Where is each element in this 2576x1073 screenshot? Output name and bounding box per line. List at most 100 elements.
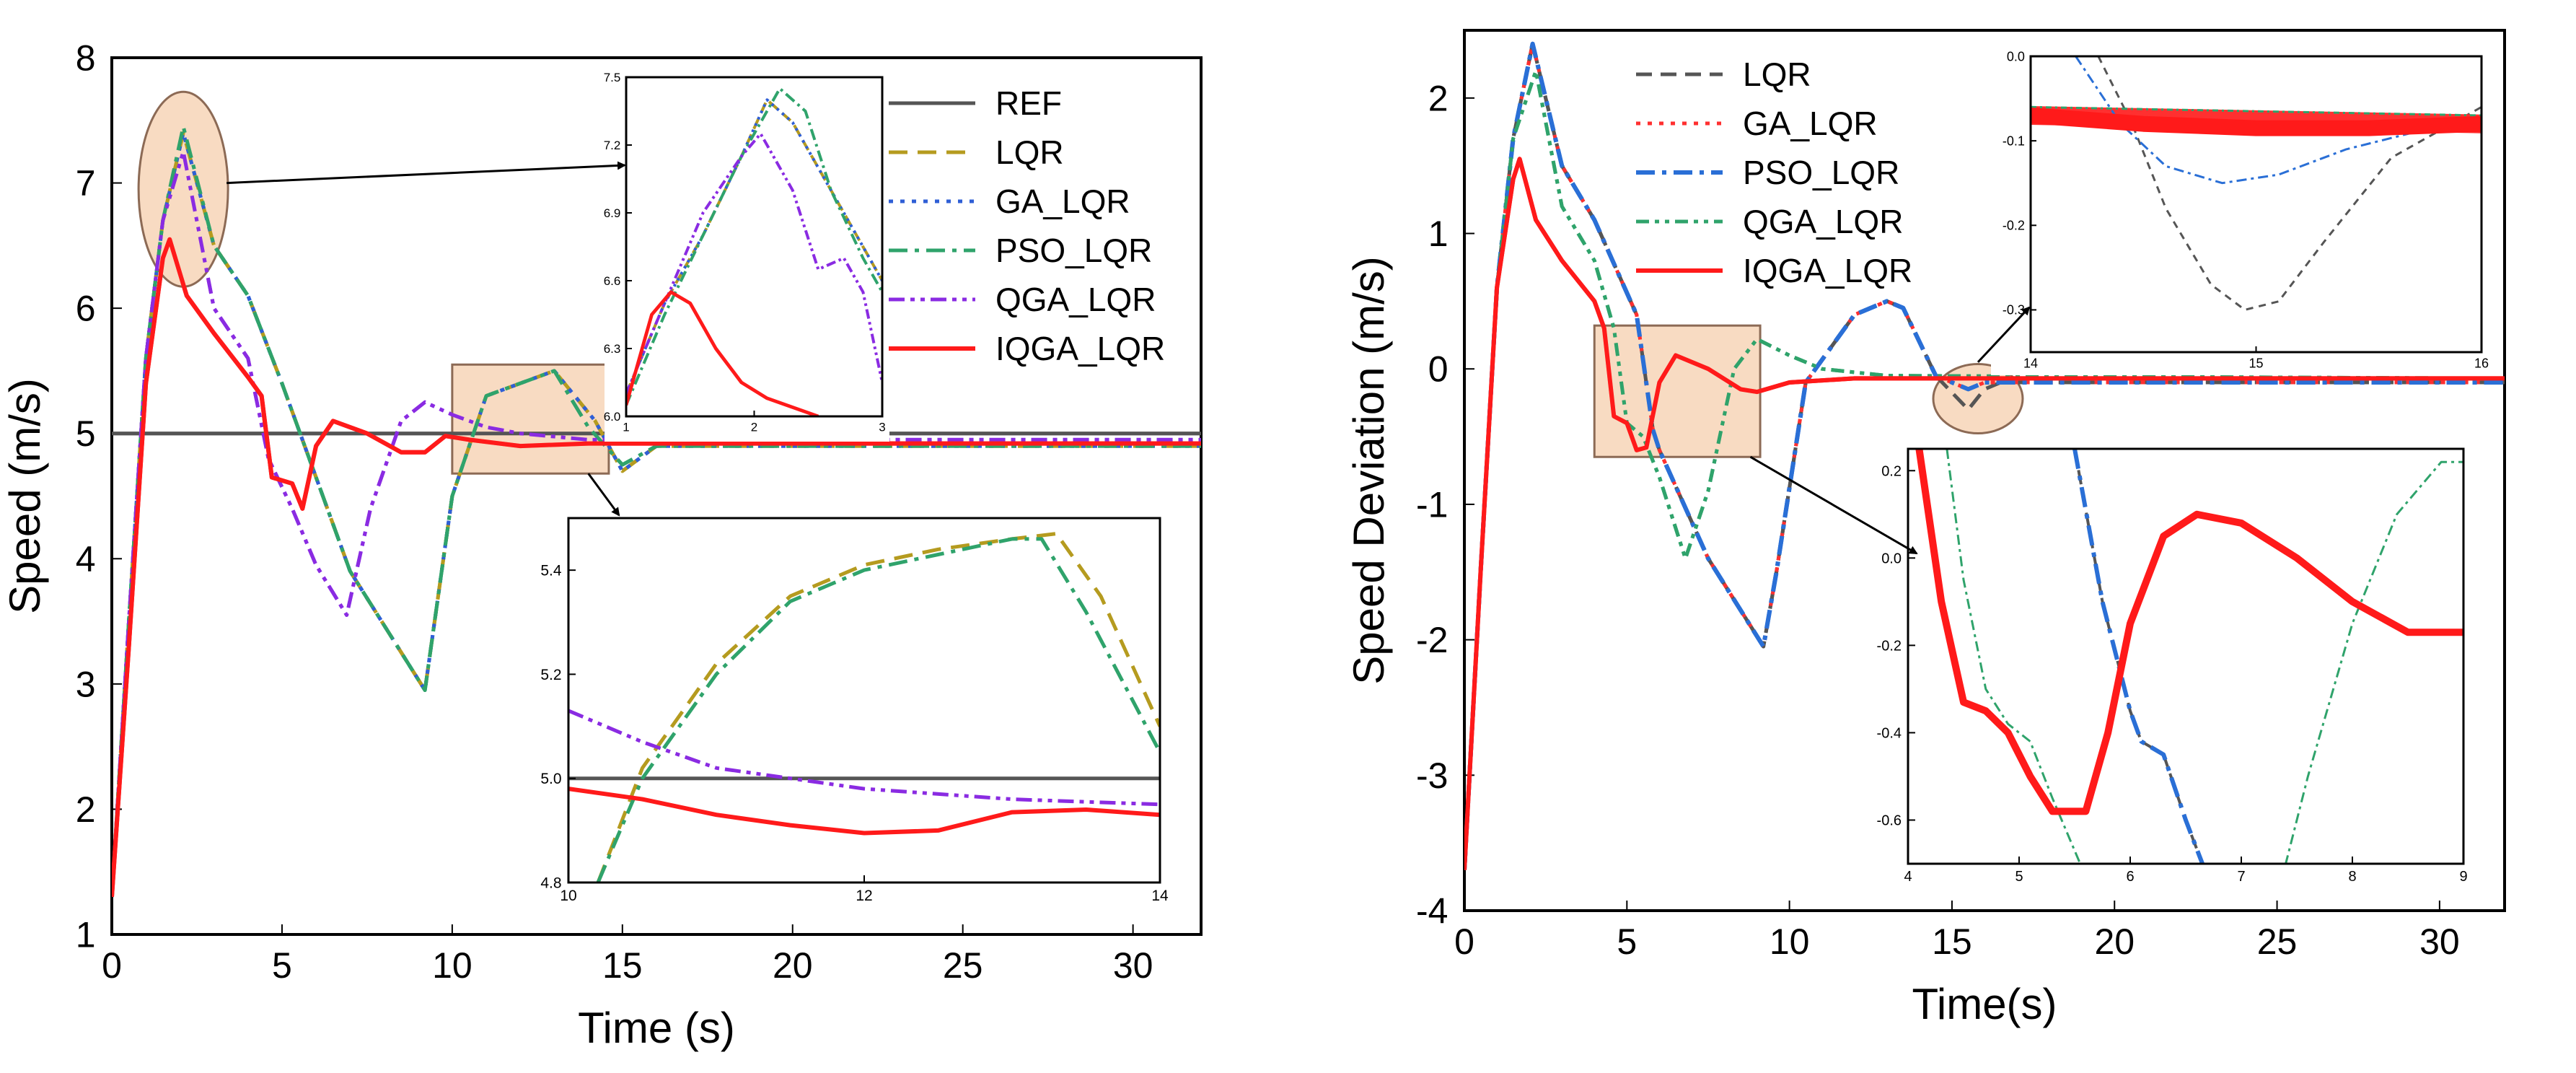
legend-label-qga-lqr: QGA_LQR (1743, 203, 1903, 240)
right-inset-bottom-xtick-label: 8 (2348, 869, 2356, 885)
right-inset-bottom-frame (1907, 447, 2465, 865)
legend-label-qga-lqr: QGA_LQR (995, 281, 1156, 318)
left-main-x-axis-label: Time (s) (578, 1004, 735, 1052)
right-inset-bottom-ytick-label: 0.2 (1881, 463, 1902, 479)
right-inset-bottom-ytick-label: -0.2 (1877, 638, 1902, 654)
right-main-xtick-label: 10 (1770, 921, 1810, 962)
right-legend: LQR GA_LQR PSO_LQR QGA_LQR IQGA_LQR (1636, 56, 1912, 289)
left-inset-bottom-background (568, 518, 1160, 883)
left-inset-top-ytick-label: 6.9 (604, 206, 621, 220)
right-inset-bottom-background (1908, 449, 2463, 864)
right-main-xtick-label: 25 (2257, 921, 2298, 962)
left-inset-bottom-ytick-label: 5.4 (540, 562, 562, 579)
right-settle-highlight (1593, 324, 1762, 458)
legend-label-iqga-lqr: IQGA_LQR (995, 330, 1165, 367)
left-inset-top-xtick-label: 2 (751, 420, 757, 434)
right-main-ytick-label: -2 (1416, 620, 1448, 660)
right-inset-bottom-line-iqga-lqr (1915, 449, 2463, 815)
legend-label-iqga-lqr: IQGA_LQR (1743, 252, 1912, 289)
right-main-xtick-label: 15 (1932, 921, 1972, 962)
right-inset-top-xtick-label: 16 (2474, 356, 2489, 371)
left-legend: REF LQR GA_LQR PSO_LQR QGA_LQR IQGA_LQR (889, 84, 1165, 367)
right-inset-top-ytick-label: -0.3 (2003, 303, 2025, 317)
right-inset-top-ytick-label: 0.0 (2007, 49, 2025, 63)
right-inset-bottom-ytick-label: 0.0 (1881, 551, 1902, 566)
left-inset-top-ytick-label: 7.5 (604, 71, 621, 84)
legend-label-ref: REF (995, 84, 1062, 122)
right-inset-bottom-ytick-label: -0.4 (1877, 725, 1902, 741)
right-main-x-axis-label: Time(s) (1912, 980, 2057, 1028)
left-inset-top-ytick-label: 6.3 (604, 342, 621, 356)
right-zoom-arrow-bottom (1749, 455, 1918, 555)
left-main-ytick-label: 8 (76, 38, 96, 79)
left-main-line-qga-lqr (112, 149, 1201, 898)
right-inset-bottom-line-pso-lqr (2072, 449, 2204, 864)
left-main-ytick-label: 6 (76, 289, 96, 329)
right-inset-top-xtick-label: 14 (2023, 356, 2038, 371)
right-main-line-pso-lqr (1464, 41, 2505, 870)
left-main-xtick-label: 30 (1113, 945, 1153, 986)
left-inset-top-series-group (626, 87, 882, 416)
right-inset-bottom-plot: 4 5 6 7 8 9 0.2 0.0 -0.2 -0.4 -0.6 (1877, 447, 2468, 885)
right-main-ytick-label: -4 (1416, 891, 1448, 932)
left-main-ytick-label: 4 (76, 539, 96, 579)
left-inset-bottom-line-qga-lqr (568, 709, 1160, 807)
left-main-line-ga-lqr (112, 131, 1201, 898)
legend-label-pso-lqr: PSO_LQR (995, 232, 1152, 269)
legend-label-ga-lqr: GA_LQR (995, 183, 1130, 220)
left-inset-top-xtick-label: 3 (879, 420, 885, 434)
right-inset-bottom-series-group (1915, 449, 2463, 864)
right-main-ytick-label: 2 (1428, 78, 1449, 118)
legend-label-lqr: LQR (995, 133, 1064, 171)
right-main-ytick-label: 1 (1428, 214, 1449, 254)
right-inset-bottom-xtick-label: 5 (2015, 869, 2023, 885)
left-inset-bottom-line-pso-lqr (596, 537, 1160, 883)
left-main-ytick-label: 5 (76, 413, 96, 454)
right-main-y-axis-label: Speed Deviation (m/s) (1345, 256, 1393, 685)
left-main-xtick-label: 25 (943, 945, 983, 986)
right-inset-top-line-lqr (2097, 56, 2482, 311)
left-inset-top-plot: 1 2 3 6.0 6.3 6.6 6.9 7.2 7.5 (604, 71, 886, 434)
left-inset-bottom-ytick-label: 5.0 (540, 771, 561, 787)
right-inset-bottom-xtick-label: 4 (1904, 869, 1912, 885)
left-main-xtick-label: 10 (432, 945, 472, 986)
left-inset-bottom-ytick-label: 4.8 (540, 875, 561, 891)
right-main-xtick-label: 5 (1617, 921, 1637, 962)
left-main-xtick-label: 15 (602, 945, 643, 986)
legend-label-pso-lqr: PSO_LQR (1743, 154, 1899, 191)
left-inset-bottom-series-group (568, 532, 1160, 883)
left-inset-bottom-line-lqr (596, 532, 1160, 883)
left-main-y-axis-label: Speed (m/s) (1, 378, 49, 614)
left-main-line-pso-lqr (112, 125, 1201, 898)
left-inset-bottom-xtick-label: 10 (560, 888, 576, 904)
left-inset-top-ytick-label: 7.2 (604, 139, 621, 152)
left-inset-top-ytick-label: 6.6 (604, 274, 621, 288)
right-inset-bottom-line-qga-lqr (1946, 449, 2463, 864)
right-inset-top-xtick-label: 15 (2248, 356, 2263, 371)
right-inset-top-background (2031, 56, 2482, 352)
left-main-frame (110, 56, 1203, 936)
right-main-ytick-label: 0 (1428, 349, 1449, 390)
right-main-ytick-label: -3 (1416, 756, 1448, 796)
left-inset-top-line-iqga-lqr (626, 290, 819, 416)
left-main-ytick-label: 3 (76, 664, 96, 704)
left-zoom-arrow-top (227, 161, 626, 185)
left-inset-bottom-ytick-label: 5.2 (540, 667, 561, 683)
left-inset-bottom-xtick-label: 12 (856, 888, 872, 904)
legend-label-ga-lqr: GA_LQR (1743, 105, 1878, 142)
left-main-ytick-label: 7 (76, 163, 96, 203)
right-inset-bottom-xtick-label: 9 (2459, 869, 2467, 885)
legend-label-lqr: LQR (1743, 56, 1811, 93)
left-inset-bottom-line-iqga-lqr (568, 787, 1160, 836)
right-main-xtick-label: 30 (2419, 921, 2460, 962)
left-main-xtick-label: 20 (773, 945, 813, 986)
left-inset-top-xtick-label: 1 (623, 420, 629, 434)
right-inset-top-line-iqga-lqr (2031, 108, 2482, 136)
right-inset-top-ytick-label: -0.1 (2003, 133, 2025, 148)
left-main-xtick-label: 5 (272, 945, 292, 986)
right-zoom-arrow-top (1977, 306, 2031, 363)
left-inset-bottom-plot: 10 12 14 4.8 5.0 5.2 5.4 (540, 517, 1169, 904)
right-main-series-group (1464, 41, 2505, 870)
left-inset-top-line-lqr (626, 98, 882, 395)
